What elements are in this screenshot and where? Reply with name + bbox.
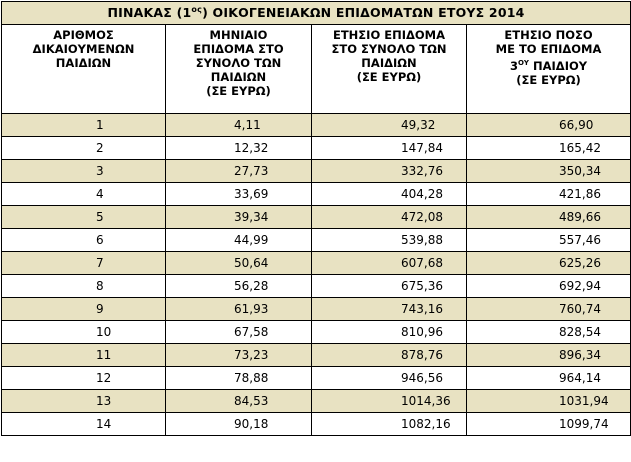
children-count-cell: 12 (1, 366, 166, 390)
annual-third-child-cell: 421,86 (465, 182, 631, 206)
monthly-benefit-cell: 44,99 (165, 228, 312, 252)
annual-benefit-cell: 539,88 (311, 228, 467, 252)
table-row: 5 39,34 472,08 489,66 (1, 205, 631, 229)
children-count-cell: 2 (1, 136, 166, 160)
annual-benefit-cell: 49,32 (311, 113, 467, 137)
table-row: 8 56,28 675,36 692,94 (1, 274, 631, 298)
annual-third-child-cell: 350,34 (465, 159, 631, 183)
monthly-benefit-cell: 61,93 (165, 297, 312, 321)
annual-third-child-cell: 896,34 (465, 343, 631, 367)
children-count-cell: 1 (1, 113, 166, 137)
children-count-cell: 13 (1, 389, 166, 413)
table-row: 6 44,99 539,88 557,46 (1, 228, 631, 252)
monthly-benefit-cell: 78,88 (165, 366, 312, 390)
children-count-cell: 6 (1, 228, 166, 252)
table-row: 3 27,73 332,76 350,34 (1, 159, 631, 183)
children-count-cell: 5 (1, 205, 166, 229)
annual-benefit-cell: 878,76 (311, 343, 467, 367)
header-row: ΑΡΙΘΜΟΣ ΔΙΚΑΙΟΥΜΕΝΩΝ ΠΑΙΔΙΩΝ ΜΗΝΙΑΙΟ ΕΠΙ… (1, 24, 631, 114)
monthly-benefit-cell: 27,73 (165, 159, 312, 183)
table-row: 10 67,58 810,96 828,54 (1, 320, 631, 344)
table-row: 4 33,69 404,28 421,86 (1, 182, 631, 206)
table-row: 9 61,93 743,16 760,74 (1, 297, 631, 321)
annual-third-child-cell: 557,46 (465, 228, 631, 252)
monthly-benefit-cell: 56,28 (165, 274, 312, 298)
annual-third-child-cell: 66,90 (465, 113, 631, 137)
annual-benefit-cell: 810,96 (311, 320, 467, 344)
table-row: 11 73,23 878,76 896,34 (1, 343, 631, 367)
monthly-benefit-cell: 90,18 (165, 412, 312, 436)
annual-third-child-cell: 964,14 (465, 366, 631, 390)
children-count-cell: 3 (1, 159, 166, 183)
annual-third-child-cell: 1031,94 (465, 389, 631, 413)
annual-benefit-cell: 472,08 (311, 205, 467, 229)
children-count-cell: 9 (1, 297, 166, 321)
annual-benefit-cell: 743,16 (311, 297, 467, 321)
children-count-cell: 4 (1, 182, 166, 206)
table-row: 13 84,53 1014,36 1031,94 (1, 389, 631, 413)
children-count-cell: 10 (1, 320, 166, 344)
header-annual-benefit: ΕΤΗΣΙΟ ΕΠΙΔΟΜΑ ΣΤΟ ΣΥΝΟΛΟ ΤΩΝ ΠΑΙΔΙΩΝ (Σ… (311, 24, 467, 114)
monthly-benefit-cell: 50,64 (165, 251, 312, 275)
table-row: 1 4,11 49,32 66,90 (1, 113, 631, 137)
table-row: 7 50,64 607,68 625,26 (1, 251, 631, 275)
monthly-benefit-cell: 67,58 (165, 320, 312, 344)
monthly-benefit-cell: 33,69 (165, 182, 312, 206)
table-row: 2 12,32 147,84 165,42 (1, 136, 631, 160)
table-title: ΠΙΝΑΚΑΣ (1ος) ΟΙΚΟΓΕΝΕΙΑΚΩΝ ΕΠΙΔΟΜΑΤΩΝ Ε… (0, 1, 631, 25)
monthly-benefit-cell: 84,53 (165, 389, 312, 413)
table-row: 12 78,88 946,56 964,14 (1, 366, 631, 390)
benefits-table: ΠΙΝΑΚΑΣ (1ος) ΟΙΚΟΓΕΝΕΙΑΚΩΝ ΕΠΙΔΟΜΑΤΩΝ Ε… (0, 1, 631, 436)
children-count-cell: 14 (1, 412, 166, 436)
annual-benefit-cell: 946,56 (311, 366, 467, 390)
monthly-benefit-cell: 12,32 (165, 136, 312, 160)
annual-third-child-cell: 828,54 (465, 320, 631, 344)
title-row: ΠΙΝΑΚΑΣ (1ος) ΟΙΚΟΓΕΝΕΙΑΚΩΝ ΕΠΙΔΟΜΑΤΩΝ Ε… (0, 1, 631, 25)
annual-benefit-cell: 404,28 (311, 182, 467, 206)
annual-benefit-cell: 1082,16 (311, 412, 467, 436)
annual-third-child-cell: 692,94 (465, 274, 631, 298)
header-annual-third-child: ΕΤΗΣΙΟ ΠΟΣΟ ΜΕ ΤΟ ΕΠΙΔΟΜΑ 3ΟΥ ΠΑΙΔΙΟΥ (Σ… (465, 24, 631, 114)
annual-third-child-cell: 489,66 (465, 205, 631, 229)
annual-benefit-cell: 332,76 (311, 159, 467, 183)
annual-benefit-cell: 147,84 (311, 136, 467, 160)
annual-third-child-cell: 165,42 (465, 136, 631, 160)
annual-benefit-cell: 1014,36 (311, 389, 467, 413)
annual-benefit-cell: 675,36 (311, 274, 467, 298)
table-row: 14 90,18 1082,16 1099,74 (1, 412, 631, 436)
header-children-count: ΑΡΙΘΜΟΣ ΔΙΚΑΙΟΥΜΕΝΩΝ ΠΑΙΔΙΩΝ (1, 24, 166, 114)
children-count-cell: 8 (1, 274, 166, 298)
table-body: 1 4,11 49,32 66,90 2 12,32 147,84 165,42 3 27,73 3… (1, 113, 631, 436)
annual-third-child-cell: 760,74 (465, 297, 631, 321)
monthly-benefit-cell: 73,23 (165, 343, 312, 367)
annual-benefit-cell: 607,68 (311, 251, 467, 275)
annual-third-child-cell: 1099,74 (465, 412, 631, 436)
monthly-benefit-cell: 39,34 (165, 205, 312, 229)
children-count-cell: 11 (1, 343, 166, 367)
monthly-benefit-cell: 4,11 (165, 113, 312, 137)
annual-third-child-cell: 625,26 (465, 251, 631, 275)
header-monthly-benefit: ΜΗΝΙΑΙΟ ΕΠΙΔΟΜΑ ΣΤΟ ΣΥΝΟΛΟ ΤΩΝ ΠΑΙΔΙΩΝ (… (165, 24, 312, 114)
children-count-cell: 7 (1, 251, 166, 275)
